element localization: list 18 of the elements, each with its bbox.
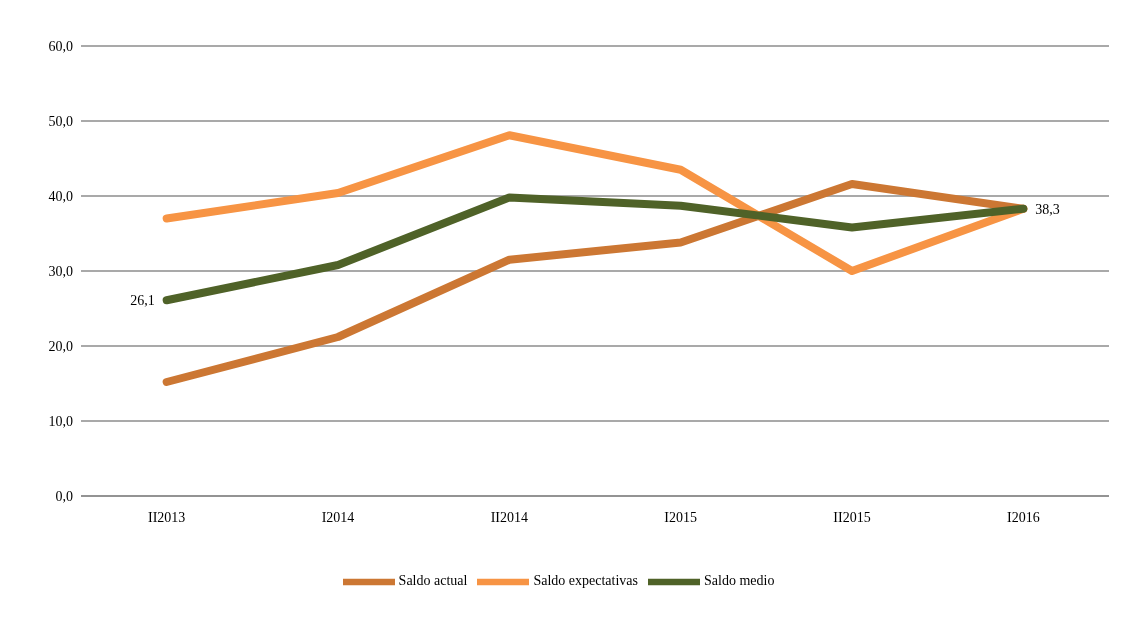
y-tick-label: 50,0 — [48, 113, 73, 129]
x-tick-label: II2014 — [490, 509, 528, 525]
legend-label: Saldo expectativas — [533, 573, 638, 589]
data-label: 26,1 — [130, 293, 155, 309]
y-tick-label: 20,0 — [48, 338, 73, 354]
x-tick-label: II2013 — [148, 509, 186, 525]
y-tick-label: 60,0 — [48, 38, 73, 54]
legend-label: Saldo actual — [398, 573, 468, 589]
y-tick-label: 10,0 — [48, 413, 73, 429]
data-label: 38,3 — [1035, 201, 1060, 217]
y-tick-label: 0,0 — [55, 488, 73, 504]
x-tick-label: I2015 — [664, 509, 697, 525]
legend-label: Saldo medio — [704, 573, 775, 589]
y-tick-label: 40,0 — [48, 188, 73, 204]
x-tick-label: I2016 — [1007, 509, 1040, 525]
x-tick-label: I2014 — [321, 509, 355, 525]
x-tick-label: II2015 — [833, 509, 871, 525]
y-tick-label: 30,0 — [48, 263, 73, 279]
